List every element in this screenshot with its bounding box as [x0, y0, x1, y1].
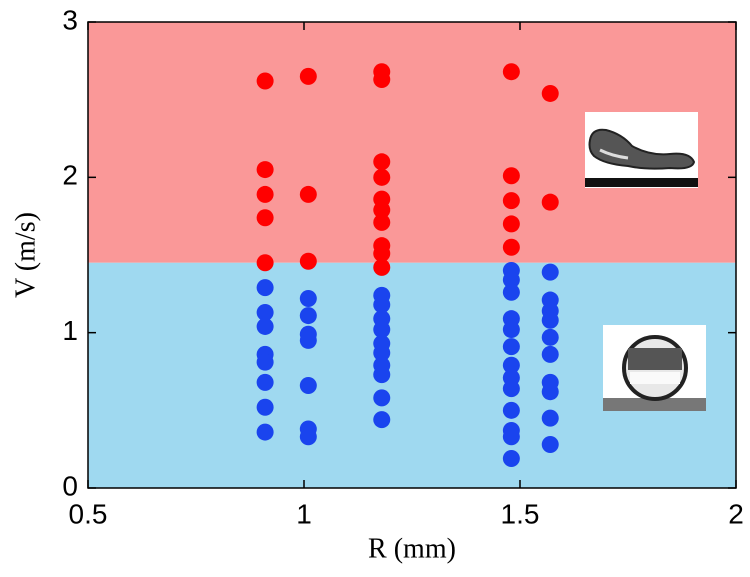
point — [502, 338, 520, 356]
point — [373, 344, 391, 362]
point — [256, 373, 274, 391]
x-axis-label: R (mm) — [368, 533, 456, 564]
point — [502, 63, 520, 81]
point — [541, 436, 559, 454]
point — [502, 215, 520, 233]
plot-frame — [87, 21, 737, 489]
x-tick-label: 2 — [728, 498, 744, 529]
point — [541, 311, 559, 329]
point — [541, 409, 559, 427]
point — [256, 279, 274, 297]
axes: 0.5 1 1.5 2 0 1 2 3 — [62, 4, 743, 529]
point — [502, 321, 520, 339]
point — [373, 389, 391, 407]
point — [256, 185, 274, 203]
y-tick-label: 2 — [62, 160, 78, 191]
point — [373, 366, 391, 384]
point — [541, 345, 559, 363]
point — [299, 331, 317, 349]
point — [373, 258, 391, 276]
point — [541, 328, 559, 346]
point — [373, 244, 391, 262]
x-tick-label: 1.5 — [501, 498, 540, 529]
point — [299, 428, 317, 446]
point — [502, 271, 520, 289]
point — [373, 201, 391, 219]
point — [299, 252, 317, 270]
point — [373, 296, 391, 314]
point — [541, 263, 559, 281]
inset-splash — [585, 112, 698, 188]
x-tick-label: 0.5 — [69, 498, 108, 529]
inset-bounce — [603, 325, 706, 411]
point — [502, 167, 520, 185]
point — [256, 161, 274, 179]
point — [502, 238, 520, 256]
point — [541, 193, 559, 211]
points — [256, 63, 559, 467]
point — [299, 185, 317, 203]
point — [256, 209, 274, 227]
y-tick-label: 1 — [62, 315, 78, 346]
point — [502, 449, 520, 467]
regions — [88, 22, 736, 488]
point — [541, 84, 559, 102]
point — [541, 383, 559, 401]
point — [373, 70, 391, 88]
point — [502, 192, 520, 210]
point — [502, 380, 520, 398]
point — [502, 356, 520, 374]
point — [256, 72, 274, 90]
point — [256, 423, 274, 441]
point — [502, 428, 520, 446]
point — [373, 411, 391, 429]
point — [256, 254, 274, 272]
point — [373, 321, 391, 339]
point — [299, 67, 317, 85]
point — [256, 398, 274, 416]
point — [299, 376, 317, 394]
x-tick-label: 1 — [296, 498, 312, 529]
y-tick-label: 3 — [62, 4, 78, 35]
y-axis-label: V (m/s) — [10, 212, 41, 298]
point — [502, 401, 520, 419]
y-tick-label: 0 — [62, 470, 78, 501]
point — [256, 303, 274, 321]
point — [299, 307, 317, 325]
point — [256, 317, 274, 335]
point — [373, 153, 391, 171]
point — [256, 353, 274, 371]
point — [373, 168, 391, 186]
point — [299, 289, 317, 307]
point — [373, 213, 391, 231]
point — [502, 283, 520, 301]
